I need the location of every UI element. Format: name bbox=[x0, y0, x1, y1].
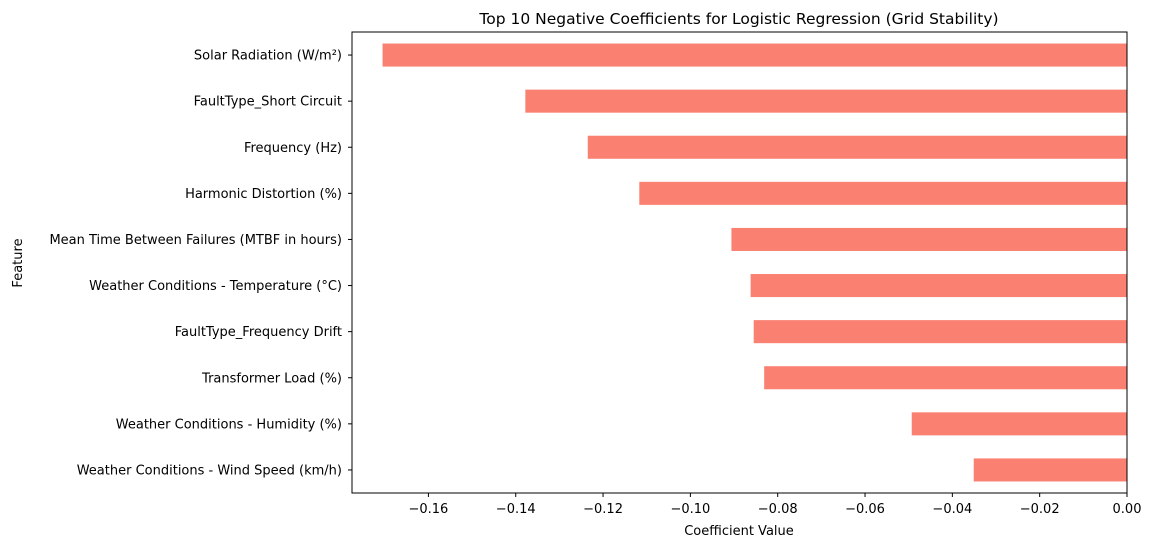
bar bbox=[911, 412, 1127, 436]
bar bbox=[587, 135, 1127, 159]
y-tick-label: Transformer Load (%) bbox=[201, 371, 342, 386]
x-tick-label: −0.08 bbox=[758, 502, 798, 517]
chart-title: Top 10 Negative Coefficients for Logisti… bbox=[478, 10, 998, 28]
x-tick-label: −0.12 bbox=[583, 502, 623, 517]
y-tick-label: Weather Conditions - Temperature (°C) bbox=[89, 279, 342, 294]
x-tick-label: −0.04 bbox=[932, 502, 972, 517]
x-tick-label: −0.16 bbox=[408, 502, 448, 517]
y-axis-label: Feature bbox=[11, 238, 26, 287]
y-tick-label: Mean Time Between Failures (MTBF in hour… bbox=[49, 233, 342, 248]
y-tick-label: FaultType_Frequency Drift bbox=[175, 325, 342, 340]
x-axis-ticks: −0.16 −0.14 −0.12 −0.10 −0.08 −0.06 −0.04 −0.02… bbox=[408, 493, 1141, 517]
bar bbox=[382, 43, 1128, 67]
bar-group bbox=[382, 43, 1128, 482]
y-tick-label: Frequency (Hz) bbox=[244, 141, 342, 156]
x-tick-label: −0.06 bbox=[845, 502, 885, 517]
bar bbox=[750, 274, 1127, 298]
y-tick-label: Solar Radiation (W/m²) bbox=[194, 49, 342, 64]
y-tick-label: Weather Conditions - Wind Speed (km/h) bbox=[77, 463, 342, 478]
bar bbox=[731, 227, 1127, 251]
y-tick-label: FaultType_Short Circuit bbox=[194, 95, 342, 110]
bar bbox=[639, 181, 1127, 205]
y-tick-label: Harmonic Distortion (%) bbox=[185, 187, 342, 202]
x-tick-label: 0.00 bbox=[1113, 502, 1142, 517]
bar bbox=[764, 366, 1127, 390]
x-tick-label: −0.02 bbox=[1020, 502, 1060, 517]
x-tick-label: −0.10 bbox=[670, 502, 710, 517]
x-axis-label: Coefficient Value bbox=[684, 524, 794, 539]
bar bbox=[525, 89, 1127, 113]
x-tick-label: −0.14 bbox=[496, 502, 536, 517]
y-tick-label: Weather Conditions - Humidity (%) bbox=[116, 417, 342, 432]
y-axis-ticks: Solar Radiation (W/m²) FaultType_Short Ci… bbox=[49, 49, 352, 478]
bar bbox=[973, 458, 1127, 482]
plot-frame bbox=[351, 31, 1128, 494]
bar bbox=[753, 320, 1127, 344]
